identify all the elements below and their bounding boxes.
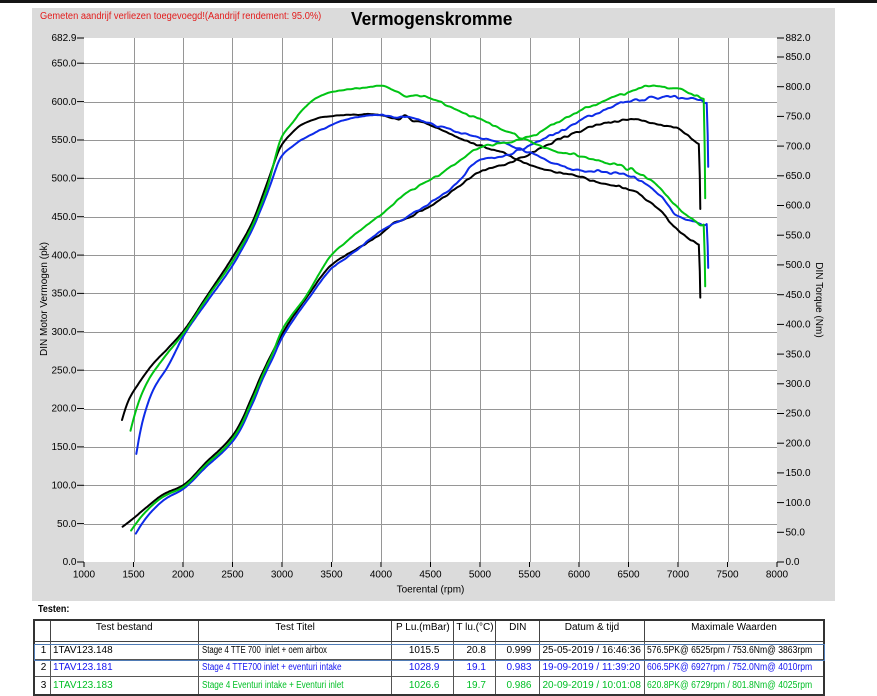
svg-text:4500: 4500 [419, 570, 442, 581]
svg-text:500.0: 500.0 [786, 260, 811, 271]
svg-text:800.0: 800.0 [786, 82, 811, 93]
svg-text:200.0: 200.0 [51, 404, 76, 415]
svg-text:600.0: 600.0 [786, 201, 811, 212]
svg-text:1000: 1000 [73, 570, 96, 581]
svg-text:250.0: 250.0 [51, 365, 76, 376]
svg-text:150.0: 150.0 [786, 468, 811, 479]
svg-text:DIN Torque (Nm): DIN Torque (Nm) [813, 262, 824, 337]
svg-text:5000: 5000 [469, 570, 492, 581]
svg-text:50.0: 50.0 [57, 519, 77, 530]
svg-text:4000: 4000 [370, 570, 393, 581]
svg-text:100.0: 100.0 [51, 481, 76, 492]
svg-text:150.0: 150.0 [51, 442, 76, 453]
svg-text:7000: 7000 [667, 570, 690, 581]
svg-text:300.0: 300.0 [51, 327, 76, 338]
svg-text:7500: 7500 [716, 570, 739, 581]
svg-text:3000: 3000 [271, 570, 294, 581]
svg-text:400.0: 400.0 [51, 250, 76, 261]
svg-text:8000: 8000 [766, 570, 789, 581]
svg-text:1500: 1500 [122, 570, 145, 581]
svg-text:300.0: 300.0 [786, 379, 811, 390]
svg-text:450.0: 450.0 [51, 212, 76, 223]
svg-text:2000: 2000 [172, 570, 195, 581]
svg-text:2500: 2500 [221, 570, 244, 581]
svg-text:6000: 6000 [568, 570, 591, 581]
svg-text:850.0: 850.0 [786, 52, 811, 63]
svg-text:200.0: 200.0 [786, 438, 811, 449]
svg-text:0.0: 0.0 [786, 557, 800, 568]
svg-text:550.0: 550.0 [51, 135, 76, 146]
svg-text:Toerental (rpm): Toerental (rpm) [397, 585, 465, 596]
svg-text:3500: 3500 [320, 570, 343, 581]
svg-text:100.0: 100.0 [786, 498, 811, 509]
svg-text:250.0: 250.0 [786, 409, 811, 420]
svg-text:350.0: 350.0 [786, 349, 811, 360]
svg-text:682.9: 682.9 [51, 33, 76, 44]
svg-text:550.0: 550.0 [786, 230, 811, 241]
svg-text:882.0: 882.0 [786, 33, 811, 44]
svg-text:DIN Motor Vermogen (pk): DIN Motor Vermogen (pk) [39, 242, 50, 356]
svg-text:650.0: 650.0 [51, 58, 76, 69]
svg-text:600.0: 600.0 [51, 97, 76, 108]
svg-text:400.0: 400.0 [786, 320, 811, 331]
svg-text:450.0: 450.0 [786, 290, 811, 301]
svg-text:5500: 5500 [518, 570, 541, 581]
svg-text:500.0: 500.0 [51, 174, 76, 185]
svg-text:50.0: 50.0 [786, 528, 806, 539]
svg-text:0.0: 0.0 [63, 557, 77, 568]
svg-text:650.0: 650.0 [786, 171, 811, 182]
svg-text:350.0: 350.0 [51, 289, 76, 300]
svg-text:750.0: 750.0 [786, 112, 811, 123]
svg-text:700.0: 700.0 [786, 141, 811, 152]
svg-text:6500: 6500 [617, 570, 640, 581]
